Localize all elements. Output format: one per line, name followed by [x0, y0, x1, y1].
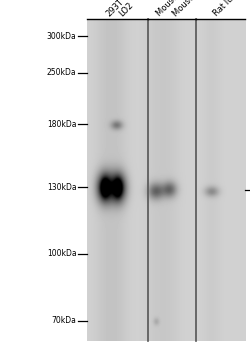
Bar — [196, 19, 244, 341]
Text: Rat lung: Rat lung — [211, 0, 242, 18]
Text: 293T: 293T — [104, 0, 125, 18]
Bar — [147, 19, 196, 341]
Text: 130kDa: 130kDa — [47, 183, 76, 192]
Text: 250kDa: 250kDa — [47, 68, 76, 77]
Text: 100kDa: 100kDa — [47, 249, 76, 258]
Text: LO2: LO2 — [117, 0, 135, 18]
Text: 180kDa: 180kDa — [47, 120, 76, 129]
Text: 300kDa: 300kDa — [46, 32, 76, 41]
Bar — [86, 19, 147, 341]
Text: 70kDa: 70kDa — [52, 316, 76, 326]
Text: Mouse testis: Mouse testis — [170, 0, 214, 18]
Text: Mouse spleen: Mouse spleen — [154, 0, 202, 18]
